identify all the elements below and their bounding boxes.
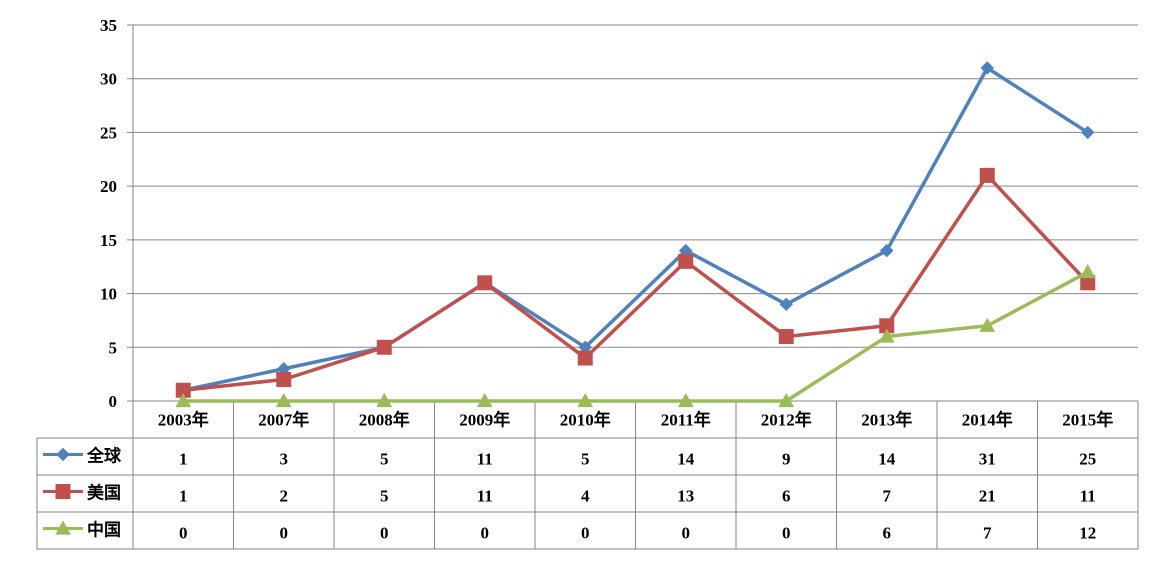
data-point [577, 350, 593, 366]
data-point [577, 392, 594, 408]
data-point [678, 253, 694, 269]
legend-label: 全球 [86, 446, 122, 466]
data-table: 2003年 2007年 2008年 2009年 2010年 2011年 2012年 2013年… [36, 400, 1139, 550]
series-line [183, 173, 1090, 392]
axes: 0 5 10 15 20 25 30 35 [100, 16, 134, 549]
data-point [275, 392, 292, 408]
legend-marker [56, 447, 70, 462]
data-point [878, 328, 895, 343]
table-cell-value: 0 [179, 524, 188, 543]
table-cell-value: 11 [477, 487, 493, 506]
x-category-label: 2013年 [861, 410, 912, 430]
table-cell-value: 5 [581, 450, 590, 469]
series-line [183, 270, 1089, 403]
y-tick-label: 5 [109, 338, 118, 357]
table-cell-value: 2 [280, 487, 289, 506]
data-point [779, 297, 793, 312]
data-point [376, 339, 392, 355]
y-tick-label: 10 [100, 285, 117, 304]
gridlines [133, 24, 1138, 348]
table-cell-value: 25 [1079, 450, 1096, 469]
legend-key-2: 中国 [43, 520, 121, 540]
data-point [476, 392, 493, 408]
data-point [979, 317, 996, 332]
data-point [175, 392, 192, 408]
y-tick-label: 15 [100, 231, 117, 250]
data-point [376, 392, 393, 408]
data-point [979, 167, 995, 183]
table-cell-value: 3 [280, 450, 289, 469]
table-cell-value: 6 [883, 524, 892, 543]
x-category-label: 2011年 [661, 410, 711, 430]
table-cell-value: 5 [380, 450, 389, 469]
y-tick-label: 25 [100, 123, 117, 142]
table-cell-value: 0 [581, 524, 590, 543]
x-category-label: 2015年 [1062, 410, 1113, 430]
series-lines [175, 61, 1096, 408]
series-1 [175, 167, 1096, 398]
legend-marker [55, 520, 71, 535]
table-cell-value: 0 [682, 524, 691, 543]
y-tick-label: 20 [100, 177, 117, 196]
table-cell-value: 11 [477, 450, 493, 469]
data-point [276, 372, 292, 388]
data-point [980, 61, 994, 75]
x-category-label: 2008年 [359, 410, 410, 430]
series-line [182, 66, 1089, 392]
y-tick-label: 35 [100, 16, 117, 35]
table-cell-value: 31 [979, 450, 996, 469]
legend-key-1: 美国 [43, 483, 121, 503]
y-tick-label: 0 [109, 392, 118, 411]
table-cell-value: 0 [481, 524, 490, 543]
legend-label: 美国 [87, 483, 121, 503]
table-cell-value: 7 [983, 524, 992, 543]
table-cell-value: 11 [1080, 487, 1096, 506]
table-cell-value: 1 [179, 487, 188, 506]
table-cell-value: 1 [179, 450, 188, 469]
table-cell-value: 13 [677, 487, 694, 506]
series-0 [176, 61, 1095, 397]
table-cell-value: 0 [380, 524, 389, 543]
x-category-label: 2007年 [258, 410, 309, 430]
data-point [778, 392, 795, 408]
table-cell-value: 9 [782, 450, 791, 469]
series-2 [175, 264, 1096, 408]
data-point [880, 243, 894, 258]
data-point [1081, 125, 1095, 140]
table-cell-value: 6 [782, 487, 791, 506]
table-cell-value: 5 [380, 487, 389, 506]
x-category-label: 2003年 [158, 410, 209, 430]
data-point [1079, 264, 1096, 279]
legend-key-0: 全球 [43, 446, 122, 466]
table-cell-value: 0 [782, 524, 791, 543]
x-category-label: 2012年 [761, 410, 812, 430]
data-point [477, 275, 493, 291]
table-cell-value: 4 [581, 487, 590, 506]
data-point [677, 392, 694, 408]
table-cell-value: 0 [280, 524, 289, 543]
table-cell-value: 21 [979, 487, 996, 506]
x-category-label: 2009年 [459, 410, 510, 430]
x-category-label: 2014年 [962, 410, 1013, 430]
data-point [778, 329, 794, 345]
table-cell-value: 12 [1079, 524, 1096, 543]
y-tick-label: 30 [100, 70, 117, 89]
table-cell-value: 14 [878, 450, 896, 469]
x-category-label: 2010年 [560, 410, 611, 430]
legend-marker [55, 484, 71, 499]
legend-label: 中国 [87, 520, 121, 540]
table-cell-value: 7 [883, 487, 892, 506]
table-cell-value: 14 [677, 450, 695, 469]
